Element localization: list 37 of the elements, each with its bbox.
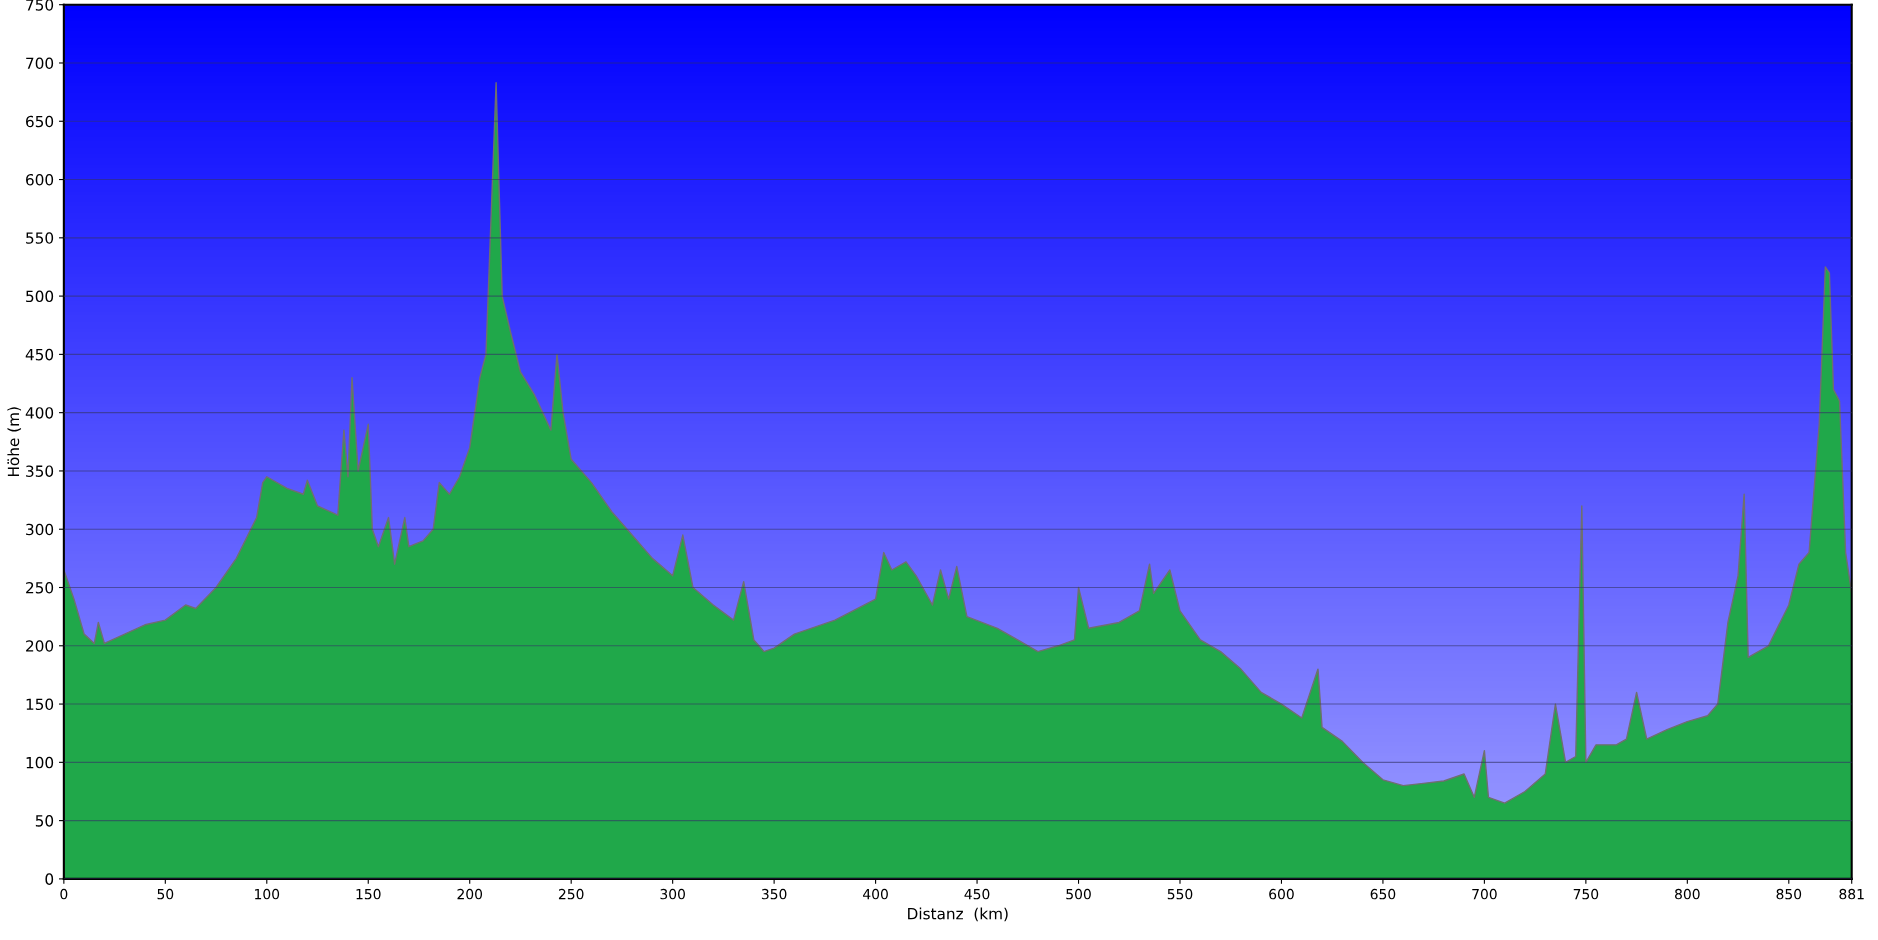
y-tick-label: 350 <box>26 465 54 477</box>
y-tick-label: 250 <box>26 581 54 594</box>
y-tick-label: 600 <box>26 174 54 186</box>
y-tick-label: 150 <box>26 698 54 711</box>
x-tick-label: 550 <box>1167 888 1193 900</box>
x-tick-label: 800 <box>1675 888 1700 900</box>
x-tick-label: 300 <box>660 888 685 900</box>
y-tick-label: 650 <box>26 115 54 128</box>
x-tick-label: 850 <box>1776 888 1802 900</box>
x-tick-label: 100 <box>255 888 280 900</box>
y-tick-label: 550 <box>26 232 54 244</box>
y-tick-label: 700 <box>26 57 54 69</box>
x-tick-label: 650 <box>1370 888 1396 900</box>
y-tick-label: 500 <box>26 290 54 303</box>
x-tick-label: 400 <box>863 888 888 900</box>
x-tick-label: 881 <box>1839 888 1864 900</box>
x-tick-label: 50 <box>157 888 174 900</box>
y-tick-label: 0 <box>45 873 54 885</box>
x-tick-label: 0 <box>60 888 68 900</box>
y-tick-label: 300 <box>26 523 54 536</box>
y-tick-label: 400 <box>25 407 54 419</box>
x-tick-label: 150 <box>356 888 381 900</box>
x-tick-label: 500 <box>1066 888 1091 900</box>
x-tick-label: 600 <box>1269 888 1294 900</box>
x-tick-label: 350 <box>761 888 787 900</box>
x-axis-title: Distanz (km) <box>908 907 1008 922</box>
x-tick-label: 250 <box>558 888 584 900</box>
y-tick-label: 50 <box>35 815 54 827</box>
x-tick-label: 200 <box>457 888 483 900</box>
y-tick-label: 100 <box>26 756 54 769</box>
y-axis-title: Höhe (m) <box>7 407 22 477</box>
y-tick-label: 450 <box>25 348 54 361</box>
x-tick-label: 450 <box>964 888 990 900</box>
x-tick-label: 750 <box>1573 888 1599 900</box>
x-tick-label: 700 <box>1472 888 1497 900</box>
y-tick-label: 750 <box>26 0 54 11</box>
y-tick-label: 200 <box>26 640 54 652</box>
